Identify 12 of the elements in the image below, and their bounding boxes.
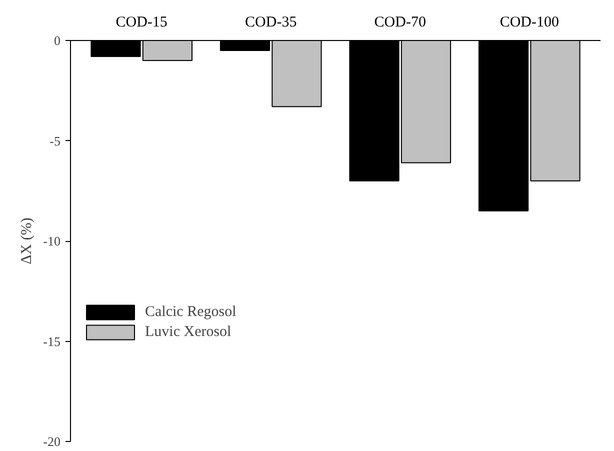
y-tick-label: -20: [43, 434, 61, 449]
x-tick-label: COD-70: [374, 14, 426, 30]
x-tick-label: COD-35: [245, 14, 297, 30]
y-tick-label: 0: [54, 33, 60, 48]
x-tick-label: COD-15: [116, 14, 168, 30]
y-tick-label: -5: [50, 133, 61, 148]
x-tick-label: COD-100: [500, 14, 559, 30]
y-tick-label: -10: [43, 234, 61, 248]
legend-label: Luvic Xerosol: [145, 324, 232, 340]
y-axis-title: ΔX (%): [19, 218, 36, 264]
legend-label: Calcic Regosol: [145, 304, 236, 320]
y-tick-label: -15: [43, 334, 61, 349]
